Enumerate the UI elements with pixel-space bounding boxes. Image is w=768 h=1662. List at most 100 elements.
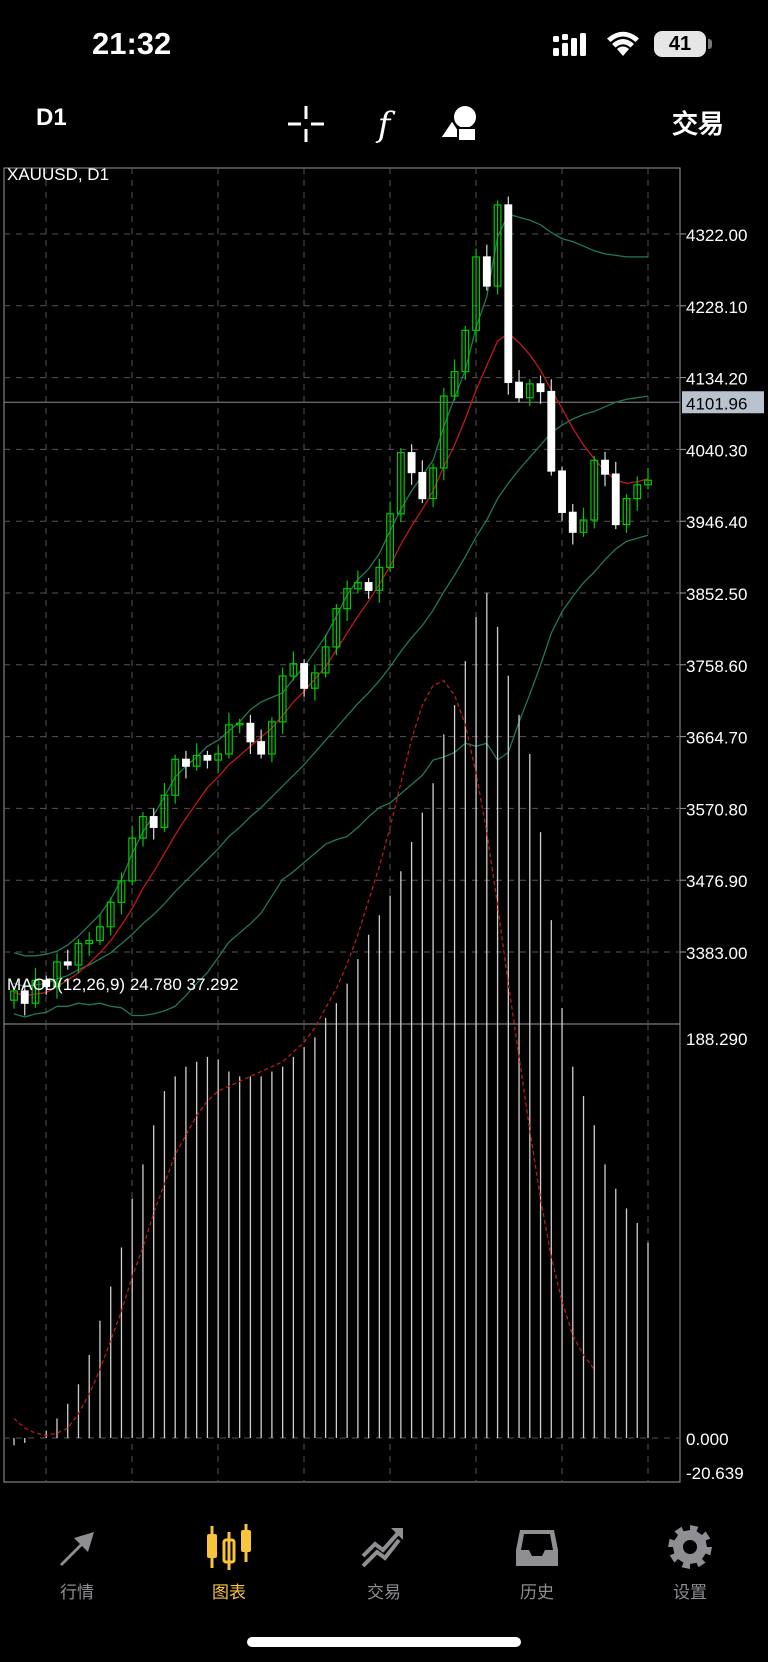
tab-label: 行情 [60, 1583, 94, 1603]
candle-body [364, 582, 373, 591]
gear-hole [683, 1540, 697, 1554]
candle-body [20, 990, 29, 1004]
candle-body [332, 608, 341, 648]
candle-body [515, 381, 523, 399]
price-tick-label: 3476.90 [686, 872, 747, 891]
candle-body [386, 513, 395, 568]
price-tick-label: 3758.60 [686, 657, 747, 676]
crosshair-icon[interactable] [284, 102, 328, 146]
home-indicator [247, 1637, 521, 1647]
svg-text:f: f [375, 105, 396, 145]
candle-body [622, 497, 631, 526]
candle-body [407, 452, 416, 474]
candle-body [171, 758, 180, 796]
price-tick-label: 3570.80 [686, 800, 747, 819]
tab-quotes[interactable]: 行情 [22, 1500, 132, 1603]
status-bar: 21:32 41 [0, 0, 768, 90]
candle-body [418, 471, 427, 500]
candle-body [278, 675, 287, 723]
candle-body [160, 794, 169, 828]
candle-body [267, 721, 276, 755]
candle-body [53, 961, 61, 988]
candle-body [246, 722, 255, 743]
battery-level: 41 [654, 31, 706, 57]
price-tick-label: 4322.00 [686, 226, 747, 245]
candle-body [482, 256, 491, 287]
objects-shapes-icon[interactable] [438, 102, 482, 146]
price-tick-label: 3852.50 [686, 585, 747, 604]
candle-body [96, 926, 104, 942]
price-tick-label: 4040.30 [686, 441, 747, 460]
candle-body [472, 256, 480, 331]
candle-body [289, 663, 298, 677]
tab-label: 历史 [520, 1583, 554, 1603]
candle-body [493, 204, 502, 287]
candle-body [396, 452, 405, 515]
bottom-tab-bar: 行情 图表 交易 历史 设置 [0, 1500, 768, 1620]
macd-label: MACD(12,26,9) 24.780 37.292 [7, 975, 239, 994]
candle-body [149, 816, 158, 828]
price-tick-label: 3664.70 [686, 729, 747, 748]
candlesticks [10, 196, 652, 1016]
candle-body [579, 519, 588, 533]
candle-body [439, 395, 448, 469]
price-chart[interactable]: 4322.00 4228.10 4134.20 4040.30 3946.40 3852.… [0, 160, 768, 1490]
candle-body [343, 588, 352, 610]
trade-button[interactable]: 交易 [672, 110, 725, 140]
candle-body [590, 459, 599, 521]
candle-body [450, 371, 459, 397]
candle-body [525, 383, 534, 399]
candle-body [644, 479, 652, 486]
price-tick-label: 4228.10 [686, 298, 747, 317]
candle-body [633, 484, 642, 500]
candle-body [461, 329, 470, 373]
candle-body [224, 724, 233, 755]
tab-settings[interactable]: 设置 [635, 1500, 745, 1603]
tab-history[interactable]: 历史 [482, 1500, 592, 1603]
bollinger-and-ma-lines [13, 213, 649, 1018]
candle-body [117, 880, 126, 903]
tab-chart[interactable]: 图表 [174, 1500, 284, 1603]
symbol-label: XAUUSD, D1 [7, 165, 109, 184]
candle-body [214, 753, 223, 761]
macd-panel-frame [3, 1023, 681, 1483]
candle-body [504, 204, 513, 383]
candle-body [192, 754, 201, 767]
quotes-arrows-icon [60, 1532, 94, 1566]
macd-panel [13, 592, 649, 1446]
history-inbox-icon [516, 1530, 558, 1566]
candlestick-chart-icon [207, 1524, 251, 1570]
macd-tick-label: -20.639 [686, 1464, 744, 1483]
price-tick-label: 3946.40 [686, 513, 747, 532]
candle-body [106, 901, 115, 928]
candle-body [63, 961, 72, 966]
candle-body [235, 722, 244, 726]
indicators-function-icon[interactable]: f [362, 102, 406, 146]
candle-body [139, 816, 147, 839]
candle-body [558, 470, 566, 513]
candle-body [257, 741, 266, 755]
candle-body [42, 979, 51, 988]
timeframe-button[interactable]: D1 [36, 104, 67, 131]
candle-body [203, 754, 212, 761]
wifi-icon [607, 31, 639, 56]
battery-icon [708, 39, 712, 49]
bollinger-upper-line [13, 213, 648, 957]
candle-body [568, 511, 577, 533]
candle-body [300, 663, 309, 689]
macd-signal-line [13, 679, 595, 1437]
candle-body [611, 473, 620, 526]
bollinger-lower-line [13, 534, 649, 1018]
moving-average-line [13, 332, 649, 997]
candle-body [601, 459, 609, 475]
tab-trade[interactable]: 交易 [329, 1500, 439, 1603]
status-time: 21:32 [92, 26, 172, 61]
candle-body [74, 942, 83, 966]
price-tick-label: 4134.20 [686, 370, 747, 389]
macd-tick-label: 188.290 [686, 1030, 747, 1049]
candle-body [536, 383, 545, 393]
chart-toolbar: D1 f 交易 [0, 92, 768, 154]
candle-body [10, 990, 18, 1001]
current-price-tag [682, 391, 764, 414]
chart-axis-labels: 4322.00 4228.10 4134.20 4040.30 3946.40 3852.… [682, 226, 764, 1483]
